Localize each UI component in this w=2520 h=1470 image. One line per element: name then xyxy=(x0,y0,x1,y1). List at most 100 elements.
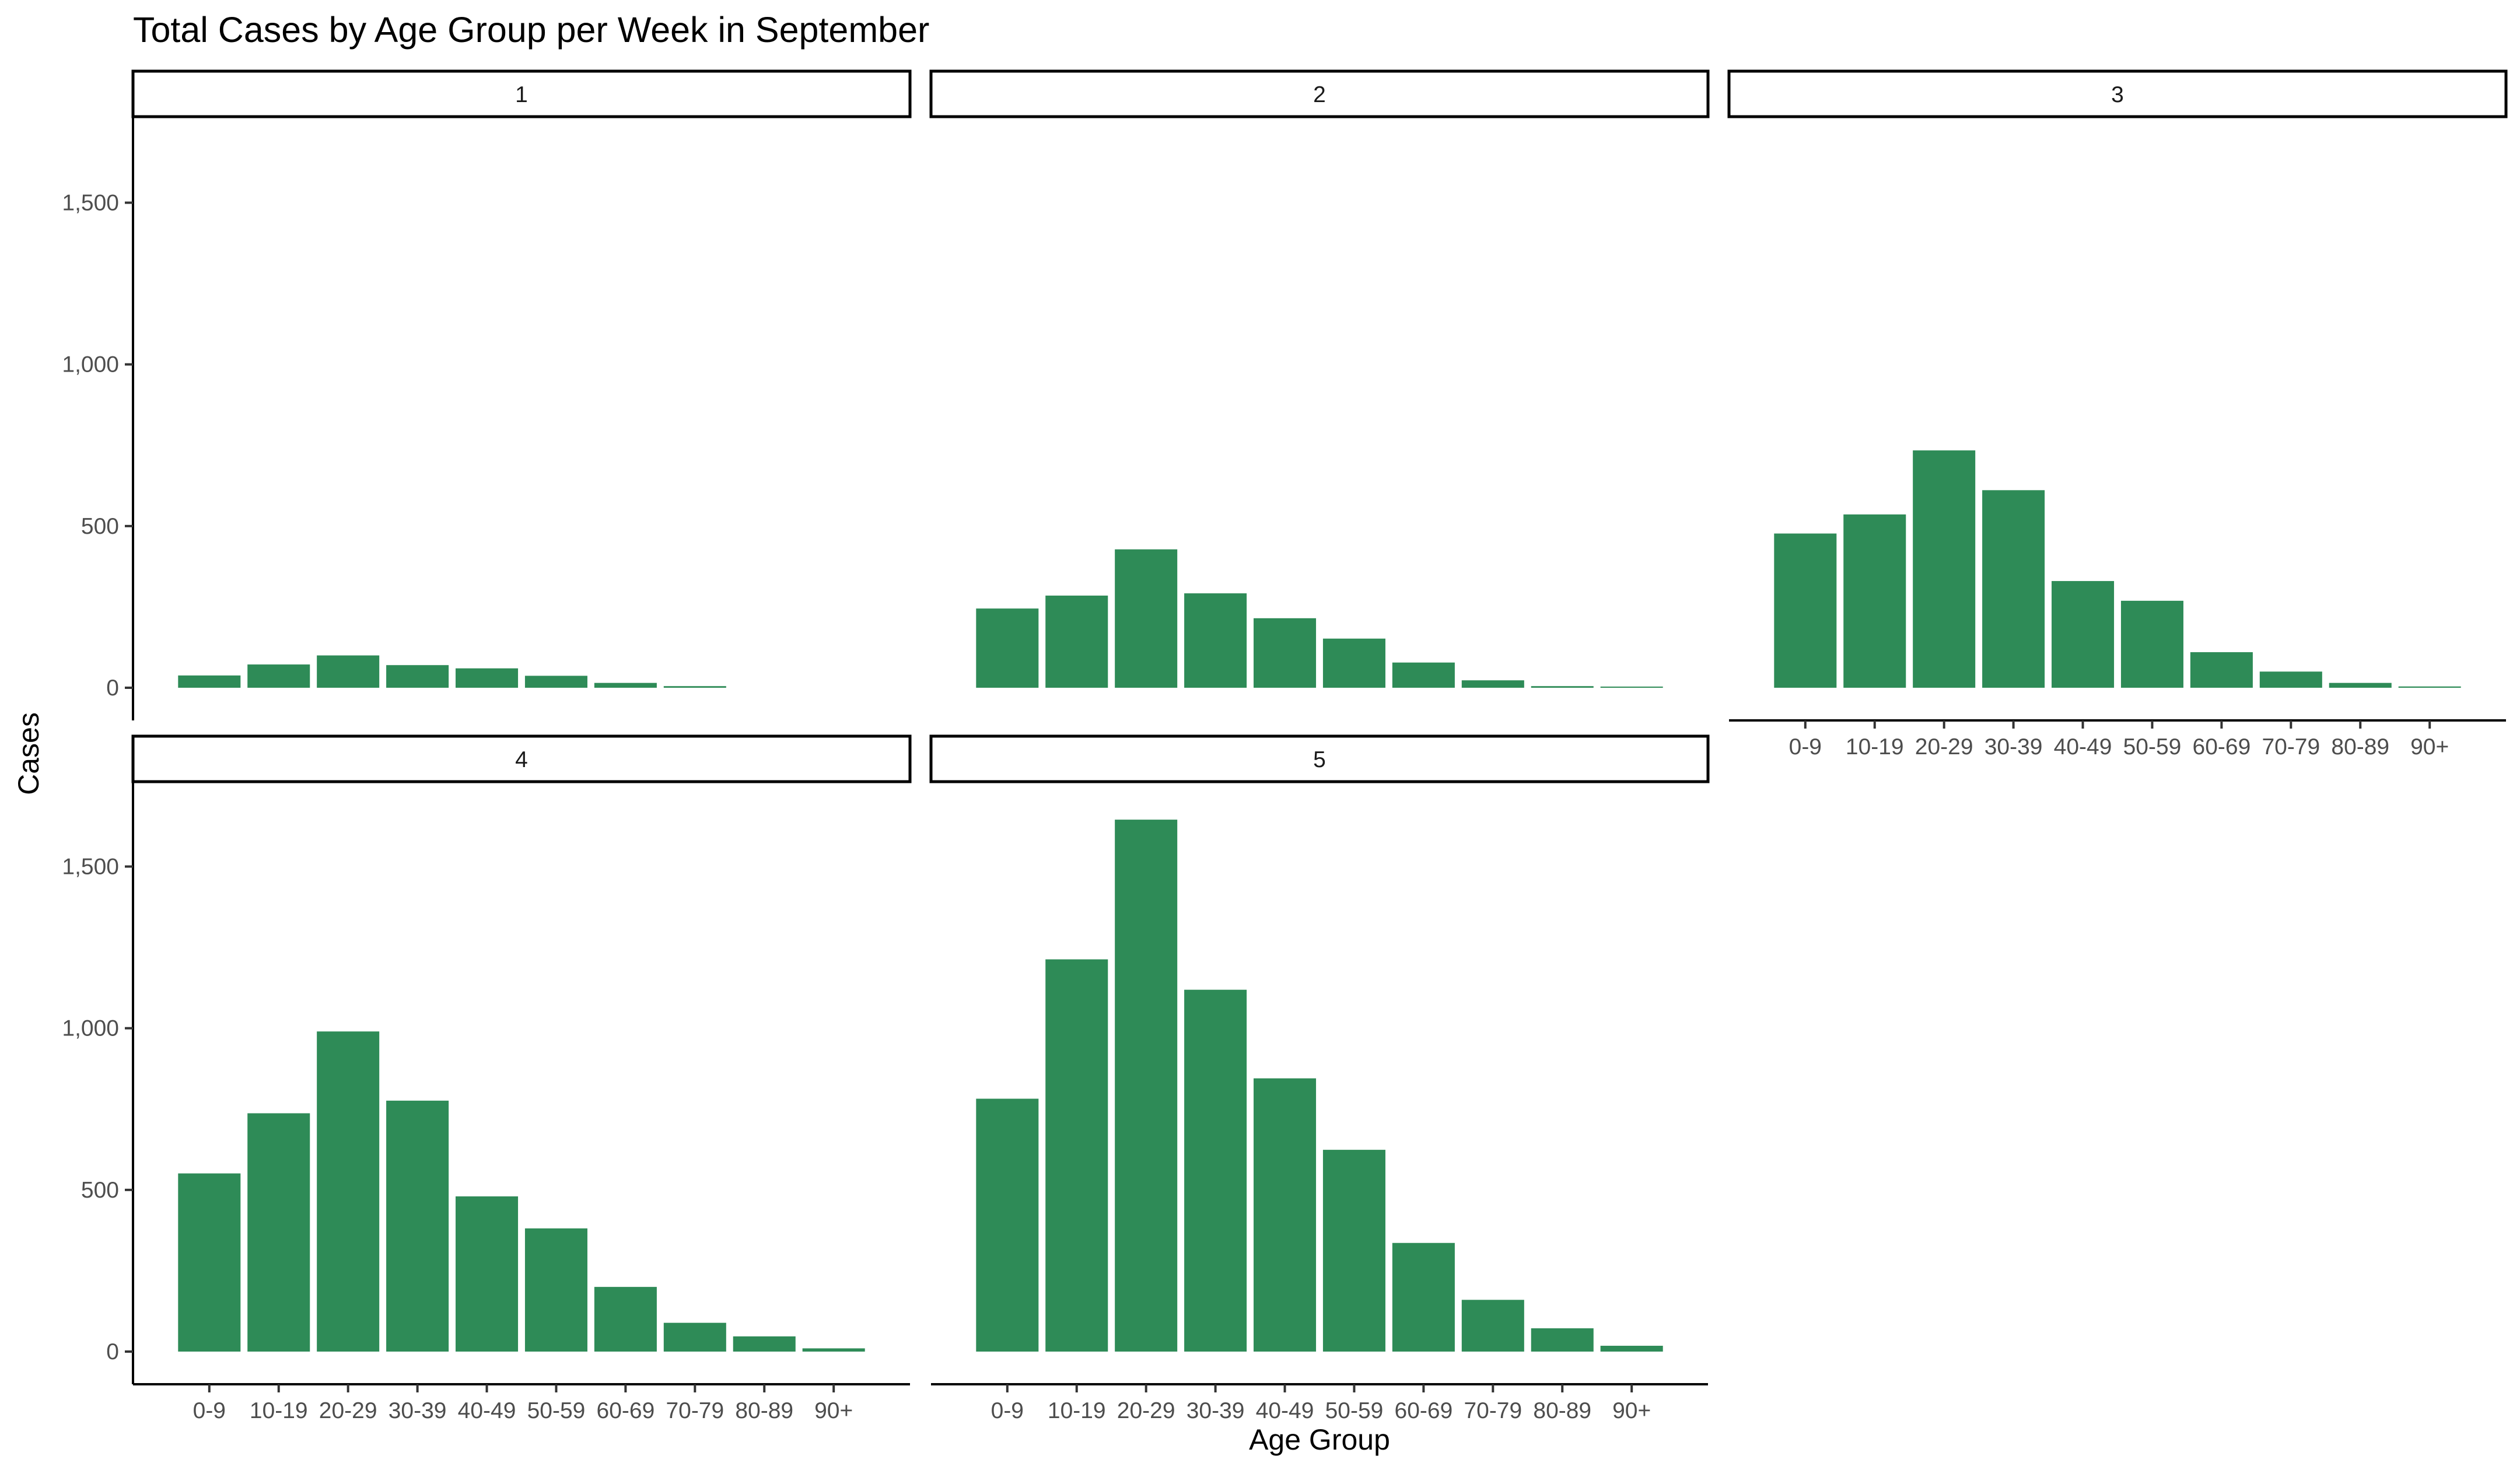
x-tick-label: 10-19 xyxy=(1048,1398,1106,1423)
facet-panel-1: 1 0 500 1,000 1,500 xyxy=(62,69,912,720)
bar-40-49 xyxy=(456,668,519,688)
bar-70-79 xyxy=(1461,1300,1524,1352)
bar-0-9 xyxy=(976,608,1039,688)
x-tick-label: 0-9 xyxy=(991,1398,1024,1423)
x-tick-label: 20-29 xyxy=(1915,734,1973,760)
bar-80-89 xyxy=(733,1336,796,1352)
facet-strip xyxy=(131,734,912,783)
bar-80-89 xyxy=(2329,682,2392,688)
bar-60-69 xyxy=(1392,662,1455,688)
bar-20-29 xyxy=(1115,549,1178,688)
bar-70-79 xyxy=(663,686,726,688)
facet-strip-label: 5 xyxy=(1313,747,1326,772)
bar-10-19 xyxy=(247,1113,310,1352)
bar-20-29 xyxy=(1115,820,1178,1352)
bar-60-69 xyxy=(1392,1242,1455,1352)
chart-title: Total Cases by Age Group per Week in Sep… xyxy=(133,10,929,50)
bar-80-89 xyxy=(1531,1328,1594,1352)
bar-0-9 xyxy=(976,1098,1039,1352)
facet-strip xyxy=(929,734,1710,783)
bar-20-29 xyxy=(317,1031,380,1352)
x-tick-label: 80-89 xyxy=(735,1398,793,1423)
facet-strip xyxy=(929,69,1710,118)
x-tick-label: 60-69 xyxy=(2193,734,2251,760)
bar-70-79 xyxy=(663,1322,726,1352)
y-tick-label: 1,500 xyxy=(62,190,119,215)
x-tick-label: 70-79 xyxy=(2262,734,2320,760)
facet-panel-3: 3 0-9 10-19 20-29 30-39 40-49 50-59 60-69 70-79 8… xyxy=(1727,69,2508,760)
bar-60-69 xyxy=(594,682,657,688)
bar-10-19 xyxy=(247,664,310,688)
x-tick-label: 60-69 xyxy=(597,1398,655,1423)
x-tick-label: 50-59 xyxy=(527,1398,586,1423)
bar-90+ xyxy=(1600,687,1663,688)
bar-20-29 xyxy=(317,655,380,688)
bar-10-19 xyxy=(1045,596,1108,688)
bar-50-59 xyxy=(524,676,587,688)
bar-60-69 xyxy=(2190,652,2253,688)
x-tick-label: 40-49 xyxy=(2054,734,2112,760)
y-tick-label: 1,000 xyxy=(62,352,119,377)
y-tick-label: 1,500 xyxy=(62,854,119,879)
bar-50-59 xyxy=(1322,638,1385,688)
x-tick-label: 50-59 xyxy=(2123,734,2182,760)
bar-50-59 xyxy=(524,1228,587,1352)
bar-0-9 xyxy=(178,675,241,688)
bar-70-79 xyxy=(2259,671,2322,688)
bar-30-39 xyxy=(1184,989,1247,1352)
x-tick-label: 20-29 xyxy=(319,1398,377,1423)
bar-30-39 xyxy=(386,1100,449,1352)
x-tick-label: 20-29 xyxy=(1117,1398,1175,1423)
facet-strip-label: 4 xyxy=(515,747,528,772)
facet-strip xyxy=(131,69,912,118)
x-tick-label: 70-79 xyxy=(1464,1398,1522,1423)
bar-40-49 xyxy=(456,1196,519,1352)
y-tick-label: 0 xyxy=(106,676,119,701)
y-tick-label: 0 xyxy=(106,1339,119,1364)
x-tick-label: 70-79 xyxy=(666,1398,724,1423)
bar-40-49 xyxy=(2052,581,2115,688)
y-tick-label: 500 xyxy=(81,1178,119,1203)
bar-40-49 xyxy=(1254,1078,1317,1352)
facet-strip-label: 2 xyxy=(1313,82,1326,107)
x-tick-label: 30-39 xyxy=(1985,734,2043,760)
x-tick-label: 0-9 xyxy=(193,1398,226,1423)
facet-strip-label: 3 xyxy=(2111,82,2124,107)
x-axis-title: Age Group xyxy=(1249,1423,1390,1456)
facet-panel-2: 2 xyxy=(929,69,1710,688)
bar-30-39 xyxy=(386,665,449,688)
x-tick-label: 30-39 xyxy=(388,1398,447,1423)
x-tick-label: 60-69 xyxy=(1395,1398,1453,1423)
bar-60-69 xyxy=(594,1287,657,1352)
facet-strip xyxy=(1727,69,2508,118)
bar-90+ xyxy=(1600,1346,1663,1352)
bar-80-89 xyxy=(1531,686,1594,688)
y-axis-title: Cases xyxy=(12,712,45,795)
x-tick-label: 80-89 xyxy=(1533,1398,1591,1423)
x-tick-label: 80-89 xyxy=(2331,734,2389,760)
bar-40-49 xyxy=(1254,618,1317,688)
bar-10-19 xyxy=(1843,514,1906,688)
x-tick-label: 90+ xyxy=(814,1398,853,1423)
bar-30-39 xyxy=(1982,490,2045,688)
facet-panels: 1 0 500 1,000 1,500 2 3 0-9 10-19 20-29 30-39 40-49… xyxy=(62,69,2508,1423)
x-tick-label: 90+ xyxy=(1612,1398,1651,1423)
x-tick-label: 0-9 xyxy=(1789,734,1822,760)
x-tick-label: 30-39 xyxy=(1186,1398,1245,1423)
x-tick-label: 90+ xyxy=(2410,734,2449,760)
bar-90+ xyxy=(802,1348,865,1352)
facet-strip-label: 1 xyxy=(515,82,528,107)
x-tick-label: 10-19 xyxy=(1846,734,1904,760)
x-tick-label: 40-49 xyxy=(458,1398,516,1423)
x-tick-label: 40-49 xyxy=(1256,1398,1314,1423)
facet-panel-5: 5 0-9 10-19 20-29 30-39 40-49 50-59 60-69 70-79 8… xyxy=(929,734,1710,1423)
bar-70-79 xyxy=(1461,680,1524,688)
bar-50-59 xyxy=(1322,1150,1385,1352)
facet-panel-4: 4 0 500 1,000 1,500 0-9 10-19 20-29 30-39 40-49 50… xyxy=(62,734,912,1423)
bar-20-29 xyxy=(1913,450,1976,688)
bar-90+ xyxy=(2398,686,2461,688)
y-tick-label: 500 xyxy=(81,514,119,539)
bar-30-39 xyxy=(1184,593,1247,688)
bar-0-9 xyxy=(178,1173,241,1352)
